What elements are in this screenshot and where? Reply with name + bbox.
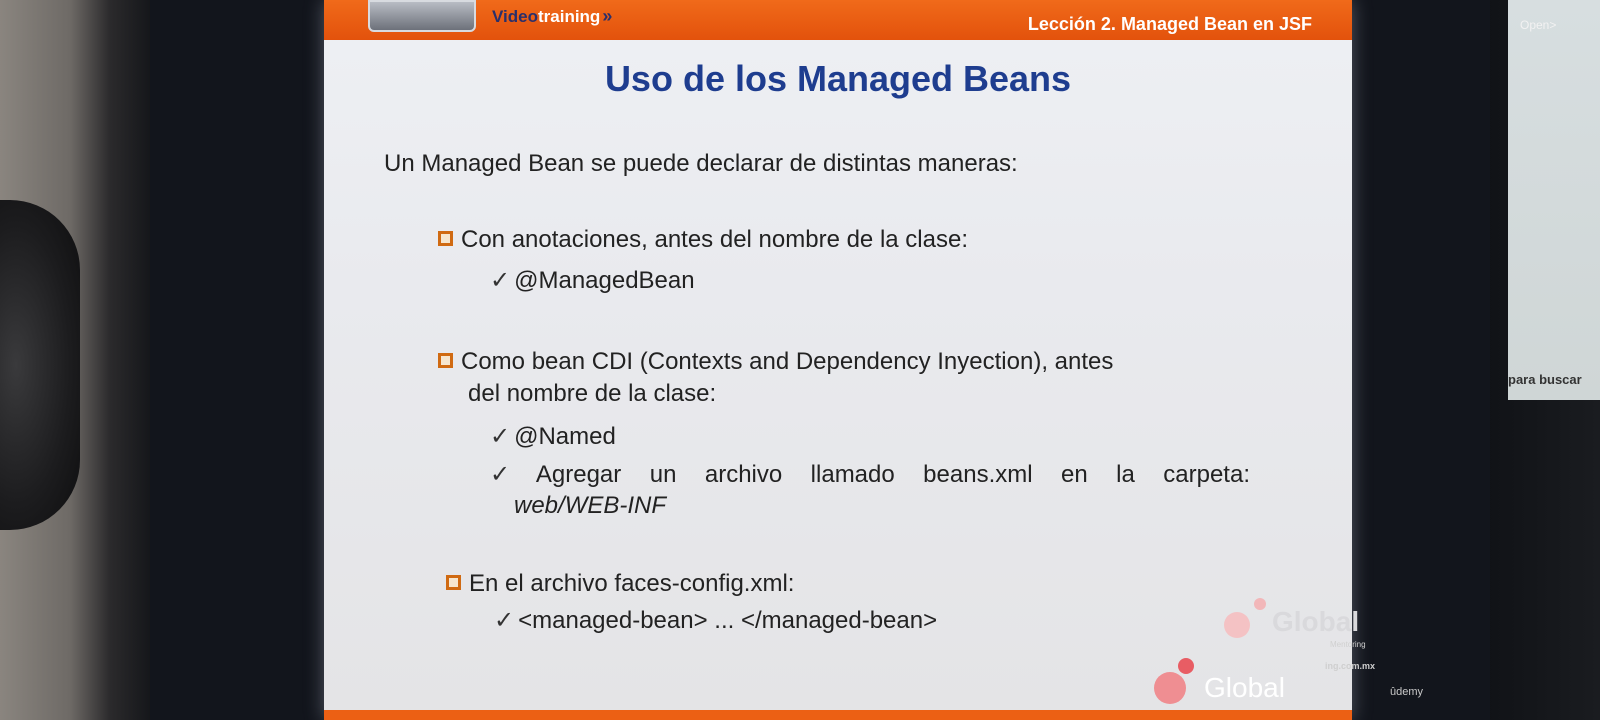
- brand-logo: Videotraining»: [492, 6, 612, 27]
- bullet-annotations: Con anotaciones, antes del nombre de la …: [438, 226, 968, 254]
- globe-logo-icon: [1224, 612, 1250, 638]
- brand-part1: Video: [492, 7, 538, 26]
- watermark-text: Global: [1272, 606, 1360, 637]
- globe-logo-icon: [1154, 672, 1186, 704]
- search-hint: para buscar: [1508, 372, 1582, 387]
- presentation-slide: Videotraining» Lección 2. Managed Bean e…: [324, 0, 1359, 720]
- globe-dot-icon: [1178, 658, 1194, 674]
- checkmark-icon: ✓: [490, 423, 511, 450]
- checkbox-bullet-icon: [438, 353, 453, 368]
- laptop-logo-icon: [368, 0, 476, 32]
- slide-header-bar: Videotraining» Lección 2. Managed Bean e…: [324, 0, 1352, 40]
- list-item-path: web/WEB-INF: [514, 492, 667, 519]
- list-item: ✓ Agregar un archivo llamado beans.xml en…: [490, 460, 1250, 489]
- chevron-right-icon: »: [602, 6, 613, 26]
- checkmark-icon: ✓: [490, 267, 511, 294]
- url-fragment: ing.com.mx: [1325, 661, 1376, 671]
- list-item-text: @Named: [514, 423, 616, 450]
- brand-part2: training: [537, 7, 601, 26]
- bullet-text-line1: Como bean CDI (Contexts and Dependency I…: [461, 348, 1114, 375]
- checkmark-icon: ✓: [490, 461, 532, 488]
- slide-intro: Un Managed Bean se puede declarar de dis…: [384, 150, 1018, 177]
- udemy-logo: ûdemy: [1390, 686, 1424, 698]
- checkmark-icon: ✓: [494, 607, 515, 634]
- bullet-cdi: Como bean CDI (Contexts and Dependency I…: [438, 348, 1113, 376]
- background-window: [1508, 0, 1600, 400]
- bullet-text: Con anotaciones, antes del nombre de la …: [461, 226, 968, 253]
- slide-footer-bar: [324, 710, 1352, 720]
- list-item: ✓ <managed-bean> ... </managed-bean>: [494, 606, 937, 635]
- slide-title: Uso de los Managed Beans: [604, 58, 1072, 99]
- list-item: ✓ @ManagedBean: [490, 266, 695, 295]
- watermark-text: Global: [1204, 672, 1285, 703]
- list-item-text: Agregar un archivo llamado beans.xml en …: [535, 461, 1250, 488]
- lesson-title: Lección 2. Managed Bean en JSF: [1027, 14, 1312, 34]
- list-item-text: @ManagedBean: [514, 267, 695, 294]
- checkbox-bullet-icon: [446, 575, 461, 590]
- checkbox-bullet-icon: [438, 231, 453, 246]
- bullet-text: En el archivo faces-config.xml:: [469, 570, 795, 597]
- bullet-faces-config: En el archivo faces-config.xml:: [446, 570, 794, 598]
- background-window-label: Open>: [1520, 18, 1557, 32]
- left-device-edge: [0, 200, 80, 530]
- globe-dot-icon: [1254, 598, 1266, 610]
- list-item-text: <managed-bean> ... </managed-bean>: [518, 607, 938, 634]
- list-item: ✓ @Named: [490, 422, 616, 451]
- watermark-subtext: Mentoring: [1330, 640, 1366, 649]
- bullet-cdi-continuation: del nombre de la clase:: [468, 380, 717, 407]
